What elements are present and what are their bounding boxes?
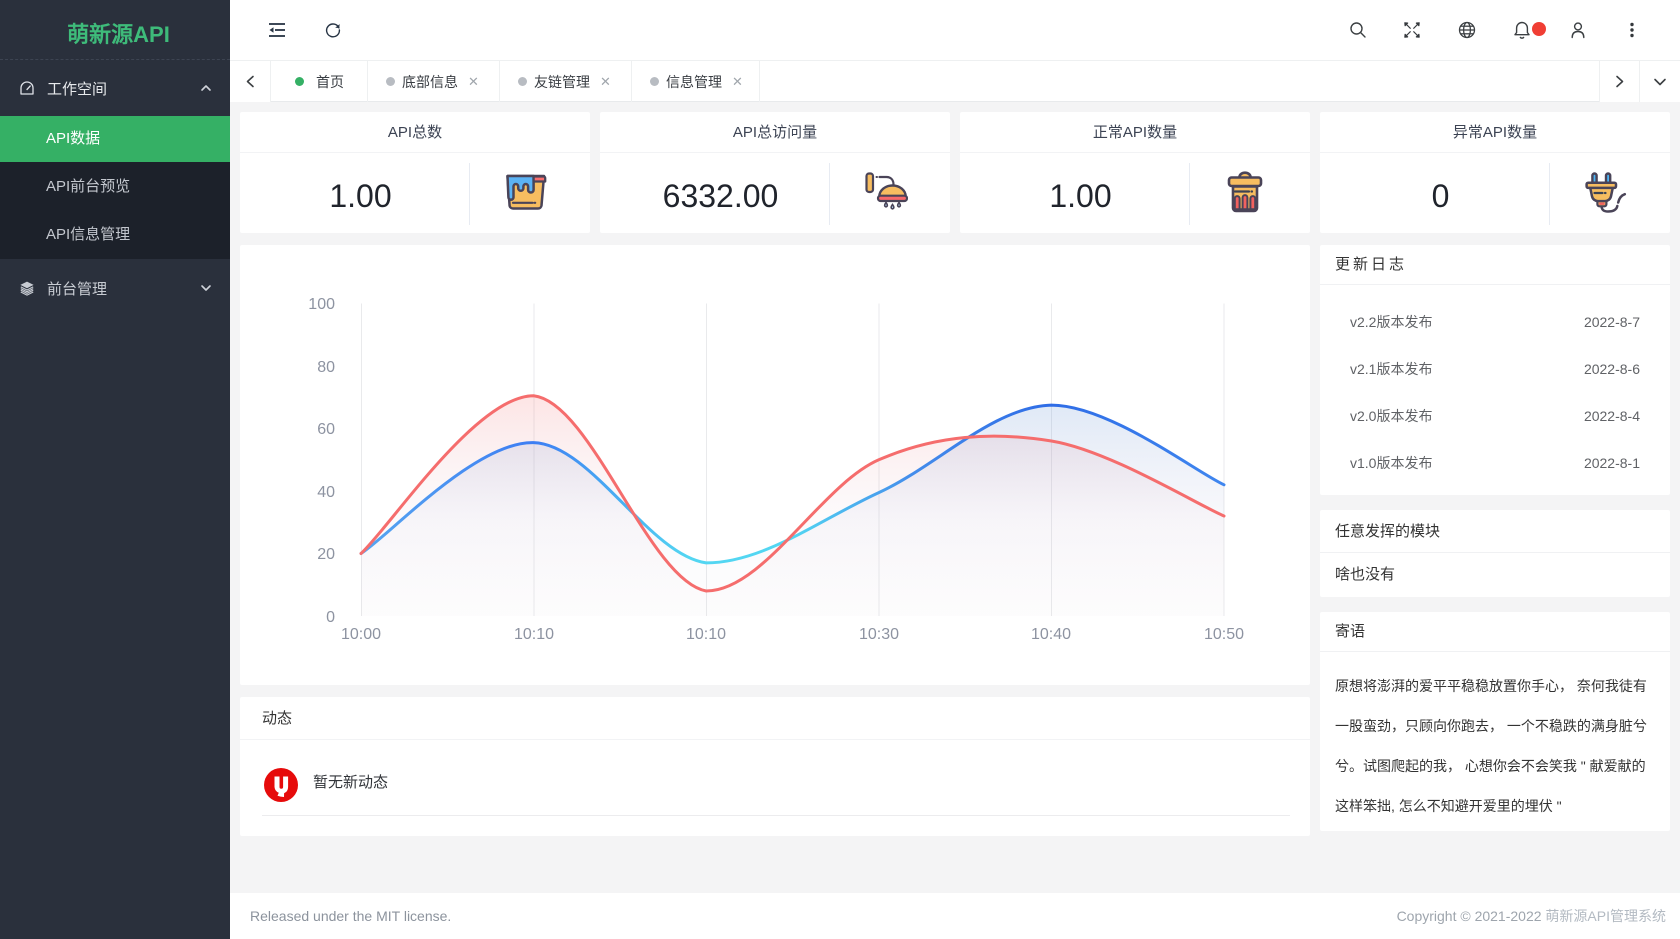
svg-text:10:10: 10:10 — [686, 626, 726, 643]
svg-text:0: 0 — [326, 609, 335, 626]
svg-text:60: 60 — [317, 421, 335, 438]
svg-text:10:00: 10:00 — [341, 626, 381, 643]
svg-text:10:40: 10:40 — [1031, 626, 1071, 643]
svg-text:10:10: 10:10 — [514, 626, 554, 643]
svg-text:40: 40 — [317, 484, 335, 501]
svg-text:10:30: 10:30 — [859, 626, 899, 643]
svg-text:10:50: 10:50 — [1204, 626, 1244, 643]
svg-text:100: 100 — [308, 296, 335, 313]
svg-text:20: 20 — [317, 546, 335, 563]
svg-text:80: 80 — [317, 359, 335, 376]
